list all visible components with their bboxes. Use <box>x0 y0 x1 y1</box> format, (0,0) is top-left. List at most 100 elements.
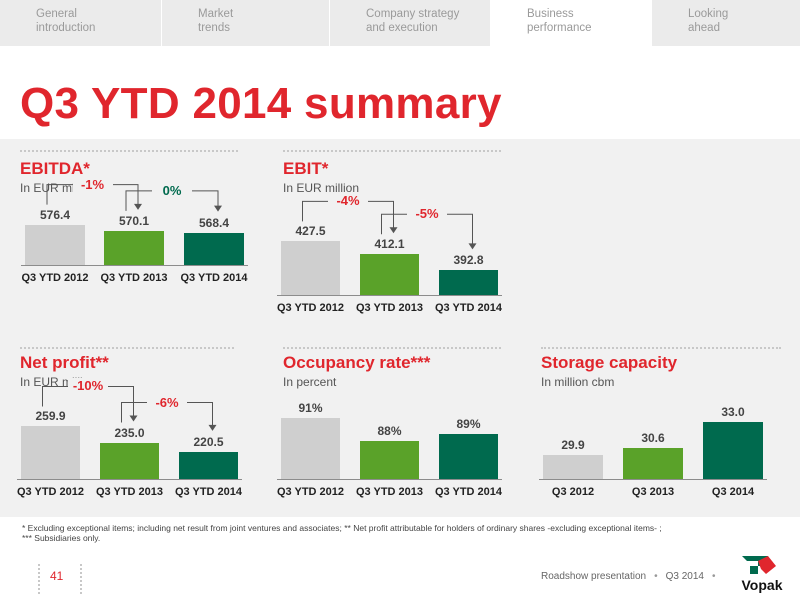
chart-bar <box>360 254 419 295</box>
chart-subtitle: In percent <box>283 375 337 389</box>
chart-bar <box>360 441 419 479</box>
chart-bar <box>21 426 80 479</box>
chart-baseline <box>277 479 502 480</box>
data-label: 33.0 <box>721 405 745 420</box>
presentation-period: Q3 2014 <box>665 571 704 582</box>
footnote: * Excluding exceptional items; including… <box>22 523 782 543</box>
section-nav: General introduction Market trends Compa… <box>0 0 800 46</box>
category-label: Q3 YTD 2013 <box>355 302 424 314</box>
data-label: 30.6 <box>641 430 665 445</box>
tab-label: Looking <box>688 8 729 20</box>
data-label: 570.1 <box>118 213 150 228</box>
divider-dotted <box>541 347 781 349</box>
page-title: Q3 YTD 2014 summary <box>20 79 502 128</box>
divider-dotted <box>283 347 501 349</box>
category-label: Q3 YTD 2012 <box>21 272 89 284</box>
chart-baseline <box>17 479 242 480</box>
chart-title: EBITDA* <box>20 159 90 178</box>
data-label: 220.5 <box>193 434 224 449</box>
data-label: 568.4 <box>198 215 230 230</box>
tab-business-performance[interactable]: Business performance <box>491 0 652 46</box>
data-label: 427.5 <box>295 224 326 239</box>
arrow-down-icon <box>129 415 138 422</box>
category-label: Q3 2013 <box>631 486 675 498</box>
tab-looking-ahead[interactable]: Looking ahead <box>652 0 800 46</box>
presentation-name: Roadshow presentation <box>541 571 647 582</box>
chart-baseline <box>21 265 248 266</box>
tab-label: Company strategy <box>366 8 460 20</box>
category-label: Q3 YTD 2013 <box>355 486 424 498</box>
category-label: Q3 YTD 2012 <box>276 302 345 314</box>
tab-label: General <box>36 8 77 20</box>
change-label: -10% <box>68 378 108 394</box>
chart-storage-capacity: Storage capacity In million cbm <box>541 339 781 519</box>
tab-general-introduction[interactable]: General introduction <box>0 0 162 46</box>
tab-label: introduction <box>36 22 96 34</box>
chart-bar <box>179 451 238 479</box>
vopak-logo: Vopak <box>742 556 783 593</box>
divider-dotted <box>20 150 238 152</box>
category-label: Q3 YTD 2013 <box>100 272 168 284</box>
arrow-down-icon <box>214 205 222 212</box>
arrow-down-icon <box>468 243 477 250</box>
footnote-line: *** Subsidiaries only. <box>22 533 101 543</box>
data-label: 392.8 <box>453 253 484 268</box>
chart-bar <box>25 224 85 265</box>
logo-wordmark: Vopak <box>742 577 783 593</box>
change-label: -1% <box>72 176 113 192</box>
data-label: 91% <box>298 400 323 415</box>
chart-subtitle: In million cbm <box>541 375 615 389</box>
chart-bar <box>543 455 603 479</box>
arrow-down-icon <box>134 203 142 210</box>
footer-divider <box>38 564 40 594</box>
chart-baseline <box>277 295 502 296</box>
page-number: 41 <box>50 569 64 583</box>
data-label: 29.9 <box>561 438 585 453</box>
category-label: Q3 YTD 2014 <box>180 272 248 284</box>
data-label: 576.4 <box>39 207 71 222</box>
data-label: 412.1 <box>374 237 405 252</box>
tab-label: Market <box>198 8 234 20</box>
data-label: 89% <box>456 416 481 431</box>
change-label: -4% <box>328 193 368 209</box>
chart-bar <box>104 230 164 265</box>
data-label: 259.9 <box>35 409 66 424</box>
data-label: 88% <box>377 424 402 439</box>
chart-bar <box>439 270 498 295</box>
separator-dot: • <box>711 571 716 582</box>
chart-bar <box>100 442 159 479</box>
footer-divider <box>80 564 82 594</box>
tab-label: Business <box>527 8 574 20</box>
divider-dotted <box>283 150 501 152</box>
category-label: Q3 YTD 2014 <box>434 302 503 314</box>
chart-bar <box>281 241 340 295</box>
chart-ebit: EBIT* In EUR million <box>283 139 523 329</box>
chart-bar <box>184 232 244 265</box>
data-label: 235.0 <box>114 425 145 440</box>
chart-baseline <box>539 479 767 480</box>
arrow-down-icon <box>208 424 217 431</box>
change-label: -6% <box>147 394 187 410</box>
category-label: Q3 2014 <box>711 486 755 498</box>
arrow-down-icon <box>389 227 398 234</box>
tab-label: ahead <box>688 22 720 34</box>
chart-title: Net profit** <box>20 353 109 372</box>
chart-title: EBIT* <box>283 159 329 178</box>
footnote-line: * Excluding exceptional items; including… <box>22 523 662 533</box>
chart-subtitle: In EUR million <box>283 181 360 195</box>
content-band: EBITDA* In EUR million EBIT* In EUR mill… <box>0 139 800 517</box>
tab-market-trends[interactable]: Market trends <box>162 0 330 46</box>
chart-bar <box>281 417 340 479</box>
separator-dot: • <box>654 571 658 582</box>
category-label: Q3 YTD 2014 <box>174 486 243 498</box>
chart-bar <box>439 433 498 479</box>
category-label: Q3 2012 <box>551 486 595 498</box>
chart-bar <box>623 447 683 479</box>
footer-info: Roadshow presentation • Q3 2014 • <box>541 571 723 582</box>
category-label: Q3 YTD 2014 <box>434 486 503 498</box>
chart-title: Occupancy rate*** <box>283 353 431 372</box>
category-label: Q3 YTD 2012 <box>276 486 345 498</box>
divider-dotted <box>20 347 234 349</box>
tab-label: and execution <box>366 22 438 34</box>
tab-company-strategy[interactable]: Company strategy and execution <box>330 0 491 46</box>
